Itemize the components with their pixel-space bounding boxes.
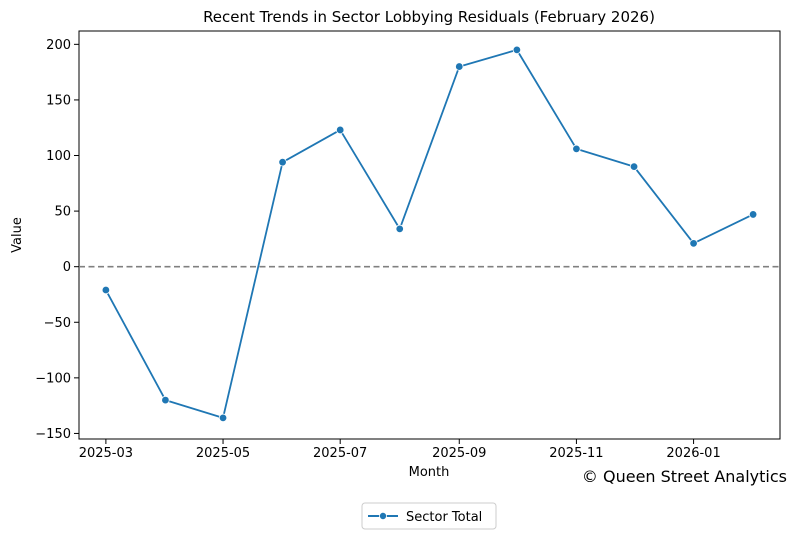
legend-entry-sector-total: Sector Total	[406, 510, 482, 525]
y-tick-label: −100	[35, 371, 71, 386]
x-tick-label: 2026-01	[666, 446, 720, 461]
watermark: © Queen Street Analytics	[582, 467, 787, 486]
y-tick-label: 0	[63, 260, 71, 275]
x-tick-label: 2025-09	[432, 446, 486, 461]
x-tick-label: 2025-03	[79, 446, 133, 461]
legend-marker-sample	[378, 512, 387, 521]
data-point	[101, 285, 111, 295]
y-axis-label: Value	[10, 217, 25, 253]
y-tick-label: 200	[46, 38, 71, 53]
y-tick-label: −50	[44, 316, 71, 331]
data-point	[689, 239, 698, 248]
x-axis: 2025-03 2025-05 2025-07 2025-09 2025-11 2026-…	[79, 439, 721, 461]
y-tick-label: 100	[46, 149, 71, 164]
x-tick-label: 2025-07	[313, 446, 367, 461]
data-point	[278, 157, 287, 167]
series-sector-total	[101, 45, 758, 423]
data-point	[748, 210, 758, 219]
data-point	[335, 125, 345, 135]
x-tick-label: 2025-11	[549, 446, 603, 461]
data-point	[629, 162, 639, 171]
data-point	[455, 62, 464, 71]
legend: Sector Total	[361, 502, 497, 530]
data-point	[395, 224, 404, 234]
y-axis: −150 −100 −50 0 50 100 150 200	[35, 38, 79, 442]
x-axis-label: Month	[409, 465, 450, 480]
plot-area	[78, 30, 781, 440]
legend-box	[361, 502, 497, 530]
chart-title: Recent Trends in Sector Lobbying Residua…	[203, 8, 655, 26]
data-point	[512, 45, 522, 55]
y-tick-label: −150	[35, 427, 71, 442]
data-point	[572, 144, 581, 154]
data-point	[218, 413, 228, 423]
y-tick-label: 50	[54, 205, 71, 220]
data-point	[161, 395, 170, 405]
x-tick-label: 2025-05	[196, 446, 250, 461]
y-tick-label: 150	[46, 93, 71, 108]
series-line	[105, 48, 754, 419]
